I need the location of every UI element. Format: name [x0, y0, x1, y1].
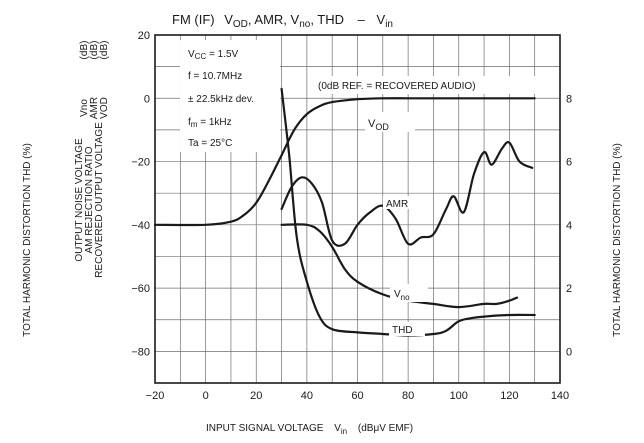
chart-title: FM (IF) VOD, AMR, Vno, THD – Vin: [172, 12, 393, 30]
x-tick-label: 60: [351, 390, 363, 402]
vno-label-bg: [390, 284, 428, 302]
y2-tick-label: 2: [566, 283, 572, 295]
x-tick-label: 0: [203, 390, 209, 402]
x-tick-label: −20: [146, 390, 165, 402]
y2-tick-label: 6: [566, 157, 572, 169]
y-axis-sym-vod: VOD: [99, 97, 110, 119]
y-axis-unit-2: (dB): [89, 41, 100, 60]
x-tick-label: 120: [500, 390, 518, 402]
y-axis-unit-3: (dB): [99, 41, 110, 60]
x-tick-label: 80: [402, 390, 414, 402]
x-tick-label: 20: [250, 390, 262, 402]
series-line-amr: [280, 141, 534, 247]
annotation-0db-ref: (0dB REF. = RECOVERED AUDIO): [318, 81, 476, 92]
x-tick-label: 40: [301, 390, 313, 402]
condition-ta: Ta = 25°C: [188, 138, 232, 149]
annotation-bg: [313, 76, 553, 94]
x-axis-ticks: −20 0 20 40 60 80 100 120 140: [146, 390, 570, 402]
x-tick-label: 140: [551, 390, 569, 402]
conditions-box-bg: [180, 40, 280, 152]
y-axis-label-line2: AM REJECTION RATIO: [84, 146, 95, 253]
series-label-amr: AMR: [386, 199, 408, 210]
y2-tick-label: 4: [566, 220, 572, 232]
series-label-vno: Vno: [394, 289, 410, 302]
plot-frame: [154, 34, 561, 384]
y-axis-sym-amr: AMR: [89, 97, 100, 119]
y2-axis-ticks: 8 6 4 2 0: [566, 93, 572, 358]
y-tick-label: 20: [138, 30, 150, 42]
y-axis-sym-vno: Vno: [79, 99, 90, 117]
y-axis-label-line1: OUTPUT NOISE VOLTAGE: [74, 138, 85, 262]
amr-label-bg: [383, 196, 417, 209]
condition-fm: fm = 1kHz: [188, 117, 232, 129]
y-tick-label: −40: [131, 220, 150, 232]
series-line-v-od: [153, 97, 536, 227]
y2-tick-label: 0: [566, 346, 572, 358]
y-axis-label-line3: RECOVERED OUTPUT VOLTAGE: [94, 122, 105, 278]
x-tick-label: 100: [450, 390, 468, 402]
x-axis-label: INPUT SIGNAL VOLTAGE Vin (dBμV EMF): [206, 423, 413, 437]
y2-axis-label: TOTAL HARMONIC DISTORTION THD (%): [612, 143, 623, 337]
condition-vcc: VCC = 1.5V: [188, 49, 239, 61]
vod-label-bg: [365, 112, 415, 132]
series-label-vod: VOD: [368, 118, 389, 132]
thd-label-bg: [389, 322, 425, 336]
y-tick-label: −60: [131, 283, 150, 295]
y-tick-label: −80: [131, 346, 150, 358]
y2-tick-label: 8: [566, 93, 572, 105]
y-axis-label-outer: TOTAL HARMONIC DISTORTION THD (%): [22, 143, 33, 337]
y-tick-label: 0: [144, 93, 150, 105]
y-axis-unit-1: (dB): [79, 41, 90, 60]
y-axis-ticks: 20 0 −20 −40 −60 −80: [131, 30, 150, 358]
y-tick-label: −20: [131, 157, 150, 169]
series-label-thd: THD: [392, 325, 413, 336]
condition-freq: f = 10.7MHz: [188, 71, 242, 82]
condition-dev: ± 22.5kHz dev.: [188, 94, 254, 105]
